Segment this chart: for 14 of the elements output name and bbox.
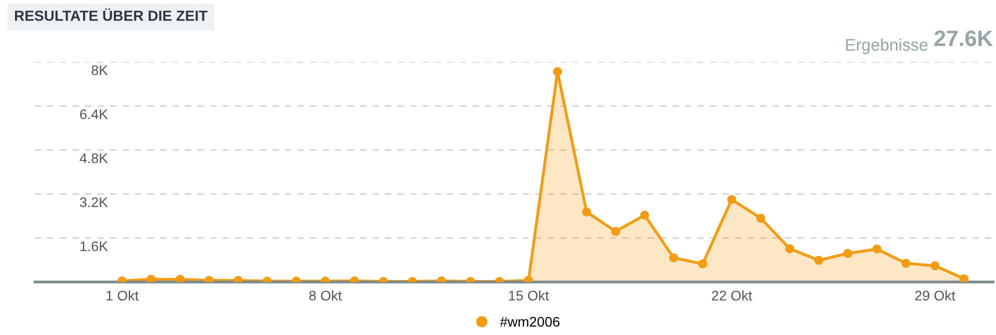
x-tick-label: 1 Okt xyxy=(106,290,139,301)
y-tick-label: 3.2K xyxy=(80,197,108,208)
text: Ergebnisse xyxy=(846,38,928,54)
text: 27.6K xyxy=(934,30,993,46)
y-tick-label: 6.4K xyxy=(80,109,108,120)
y-tick-label: 4.8K xyxy=(80,153,108,164)
x-tick-label: 29 Okt xyxy=(915,290,956,301)
y-tick-label: 8K xyxy=(92,65,108,76)
x-tick-label: 15 Okt xyxy=(509,290,549,301)
legend-label: #wm2006 xyxy=(500,316,560,327)
x-tick-label: 22 Okt xyxy=(712,290,752,301)
x-tick-label: 8 Okt xyxy=(309,290,342,301)
y-tick-label: 1.6K xyxy=(80,241,108,252)
chart-title: RESULTATE ÜBER DIE ZEIT xyxy=(14,8,208,21)
